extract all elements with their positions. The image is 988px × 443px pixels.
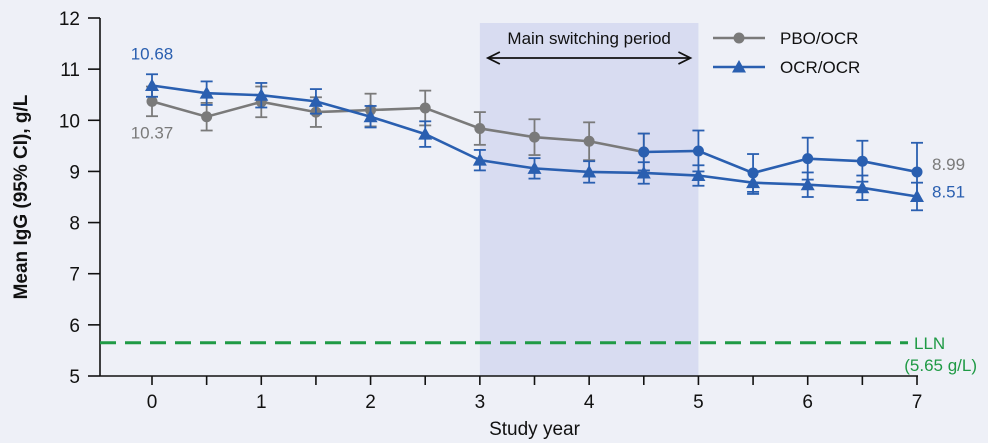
switching-period-shade — [479, 23, 699, 376]
data-point — [474, 122, 486, 134]
y-tick-label: 5 — [69, 367, 80, 388]
data-point — [582, 164, 597, 178]
arrow-head-left — [485, 51, 501, 65]
data-point — [201, 111, 213, 123]
data-point — [529, 131, 540, 143]
x-ticks: 0 1 2 3 4 5 6 7 — [147, 376, 923, 413]
lln-value-label: (5.65 g/L) — [904, 356, 977, 375]
series-layer — [145, 73, 924, 212]
x-tick-label: 5 — [693, 392, 704, 413]
arrow-head-right — [678, 51, 693, 65]
switching-period-arrow — [485, 51, 693, 65]
annotation-ocr-start: 10.68 — [131, 45, 174, 64]
legend-marker-shape — [732, 60, 746, 73]
data-point — [254, 88, 269, 101]
legend-entry-ocr-ocr: OCR/OCR — [713, 58, 860, 77]
y-tick-label: 12 — [59, 9, 80, 30]
annotation-pbo-start: 10.37 — [131, 123, 174, 142]
x-tick-label: 4 — [584, 392, 595, 413]
annotation-pbo-end: 8.99 — [932, 155, 965, 174]
data-point — [636, 165, 651, 179]
y-axis-title: Mean IgG (95% CI), g/L — [11, 94, 32, 299]
lln-label: LLN — [914, 334, 945, 353]
legend-marker-pbo-ocr — [733, 32, 745, 44]
y-ticks: 5 6 7 8 9 10 11 12 — [59, 9, 100, 388]
data-point — [911, 166, 923, 178]
data-point — [527, 161, 542, 174]
data-point — [691, 168, 706, 182]
x-tick-label: 7 — [912, 392, 923, 413]
data-point — [583, 135, 595, 147]
legend-marker-shape — [733, 32, 745, 44]
legend-entry-pbo-ocr: PBO/OCR — [713, 29, 858, 48]
data-point — [308, 94, 323, 107]
switching-period-label: Main switching period — [507, 29, 670, 48]
x-tick-label: 3 — [475, 392, 486, 413]
data-point — [856, 155, 868, 167]
data-point — [800, 177, 815, 191]
data-point — [802, 153, 814, 165]
series-pbo-ocr-continued — [637, 129, 923, 202]
y-tick-label: 7 — [69, 265, 80, 286]
legend-label-ocr-ocr: OCR/OCR — [780, 58, 860, 77]
y-tick-label: 9 — [69, 162, 80, 183]
data-point — [199, 86, 214, 99]
data-point — [418, 127, 433, 140]
series-line — [643, 149, 918, 175]
x-tick-label: 1 — [256, 392, 267, 413]
y-tick-label: 11 — [60, 60, 80, 81]
x-tick-label: 2 — [365, 392, 376, 413]
y-tick-label: 8 — [69, 214, 80, 235]
y-tick-label: 10 — [59, 111, 80, 132]
x-tick-label: 0 — [147, 392, 158, 413]
legend-marker-ocr-ocr — [732, 60, 746, 73]
annotation-ocr-end: 8.51 — [932, 182, 965, 201]
data-point — [638, 146, 650, 158]
data-point — [145, 78, 159, 92]
data-point — [146, 95, 158, 107]
data-point — [855, 180, 870, 194]
data-point — [363, 109, 378, 123]
data-point — [692, 145, 704, 157]
legend-label-pbo-ocr: PBO/OCR — [780, 29, 858, 48]
series-line — [151, 100, 645, 154]
data-point — [747, 167, 759, 179]
data-point — [472, 153, 487, 166]
x-axis-title: Study year — [489, 419, 580, 440]
data-point — [419, 102, 431, 114]
y-tick-label: 6 — [69, 316, 80, 337]
series-ocr-ocr — [145, 73, 924, 212]
x-tick-label: 6 — [802, 392, 813, 413]
legend: PBO/OCR OCR/OCR — [713, 29, 860, 77]
